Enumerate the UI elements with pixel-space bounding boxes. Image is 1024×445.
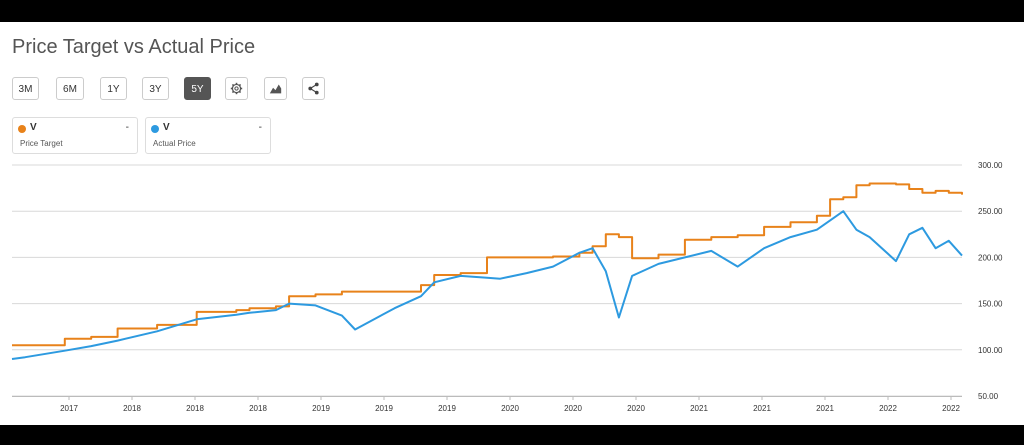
legend-value: - [125,122,129,133]
y-tick-label: 150.00 [978,300,1003,309]
y-tick-label: 300.00 [978,161,1003,170]
x-tick-label: 2019 [312,404,330,413]
range-3y-button[interactable]: 3Y [142,77,169,100]
x-tick-label: 2020 [501,404,519,413]
legend-value: - [258,122,262,133]
x-tick-label: 2018 [123,404,141,413]
chart-panel: Price Target vs Actual Price 3M 6M 1Y 3Y… [0,22,1024,425]
actual-price-dot-icon [151,125,159,133]
legend-ticker: V [163,122,170,133]
range-5y-button[interactable]: 5Y [184,77,211,100]
page-title: Price Target vs Actual Price [12,36,256,58]
chart-type-button[interactable] [264,77,287,100]
x-tick-label: 2022 [879,404,897,413]
settings-button[interactable] [225,77,248,100]
x-tick-label: 2022 [942,404,960,413]
range-6m-button[interactable]: 6M [56,77,84,100]
share-icon [308,82,319,95]
legend-item-price-target[interactable]: V - Price Target [12,117,138,154]
range-1y-button[interactable]: 1Y [100,77,127,100]
x-tick-label: 2021 [753,404,771,413]
y-tick-label: 250.00 [978,207,1003,216]
y-tick-label: 100.00 [978,346,1003,355]
legend-label: Actual Price [153,139,196,148]
line-chart: 50.00 100.00 150.00 200.00 250.00 300.00 2017 2… [11,161,1003,413]
y-tick-label: 200.00 [978,253,1003,262]
price-target-line [12,182,963,347]
x-tick-label: 2021 [690,404,708,413]
share-button[interactable] [302,77,325,100]
y-tick-label: 50.00 [978,392,999,401]
x-tick-label: 2020 [564,404,582,413]
x-tick-label: 2019 [438,404,456,413]
x-tick-label: 2018 [249,404,267,413]
chart-type-icon [269,84,282,94]
legend-item-actual-price[interactable]: V - Actual Price [145,117,271,154]
actual-price-line [11,210,963,360]
legend-label: Price Target [20,139,63,148]
x-tick-label: 2020 [627,404,645,413]
price-target-dot-icon [18,125,26,133]
legend-ticker: V [30,122,37,133]
range-3m-button[interactable]: 3M [12,77,39,100]
x-tick-label: 2019 [375,404,393,413]
x-tick-label: 2018 [186,404,204,413]
x-tick-label: 2021 [816,404,834,413]
x-tick-label: 2017 [60,404,78,413]
gear-icon [230,82,243,95]
